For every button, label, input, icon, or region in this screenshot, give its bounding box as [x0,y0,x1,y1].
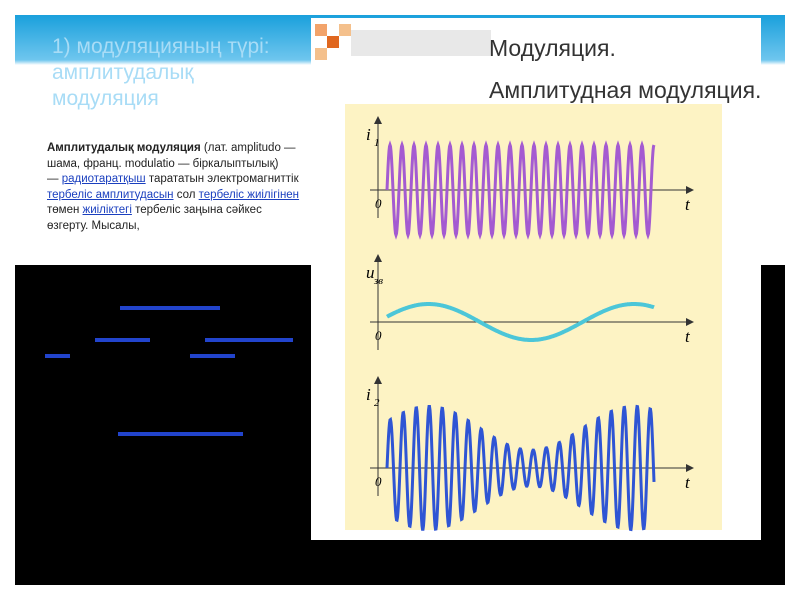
arrow [686,464,694,472]
logo [315,24,491,60]
text: — [47,173,62,185]
image-title: Амплитудная модуляция. [489,77,761,103]
arrow [686,186,694,194]
link[interactable]: тербеліс амплитудасын [47,188,174,201]
text: төмен [47,204,83,216]
link[interactable]: радиотаратқыш [61,173,146,185]
link[interactable]: тербеліс жиілігінен [198,188,300,201]
text: тербеліс заңына сәйкес өзгерту. Мысалы, [47,204,262,232]
arrow [686,318,694,326]
text: тарататын электромагниттік [145,173,299,185]
axis-origin: 0 [375,196,382,211]
text: (лат. amplitudo — шама, франц. modulatio… [47,142,296,170]
axis-origin: 0 [375,474,382,489]
waveform [385,140,656,240]
plot-panel [345,104,722,530]
waveform [385,302,655,342]
link[interactable]: жиіліктегі [82,204,132,216]
term: Амплитудалық модуляция [47,142,201,154]
arrow [374,376,382,384]
axis-sub: 2 [374,397,380,409]
axis-sub: 1 [374,137,380,149]
paragraph: Амплитудалық модуляция (лат. amplitudo —… [47,141,302,263]
axis-x: t [685,195,691,214]
text: сол [173,188,199,201]
waveform [385,404,656,532]
axis-origin: 0 [375,328,382,343]
axis-name: u [366,263,375,282]
image-title: Модуляция. [489,35,616,61]
axis-name: i [366,125,371,144]
axis-name: i [366,385,371,404]
arrow [374,254,382,262]
arrow [374,116,382,124]
axis-x: t [685,473,691,492]
axis-sub: зв [373,275,383,287]
slide-title: 1) модуляцияның түрі: амплитудалық модул… [52,35,270,110]
axis-x: t [685,327,691,346]
